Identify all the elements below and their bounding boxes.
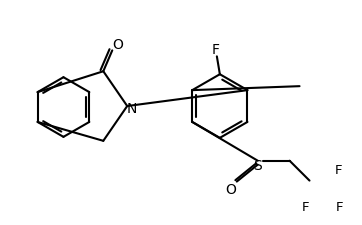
Text: S: S [253, 158, 262, 172]
Text: O: O [112, 38, 123, 52]
Text: F: F [302, 200, 309, 213]
Text: N: N [127, 101, 137, 115]
Text: F: F [336, 200, 343, 213]
Text: O: O [226, 182, 236, 196]
Text: F: F [212, 43, 220, 57]
Text: F: F [334, 163, 342, 176]
